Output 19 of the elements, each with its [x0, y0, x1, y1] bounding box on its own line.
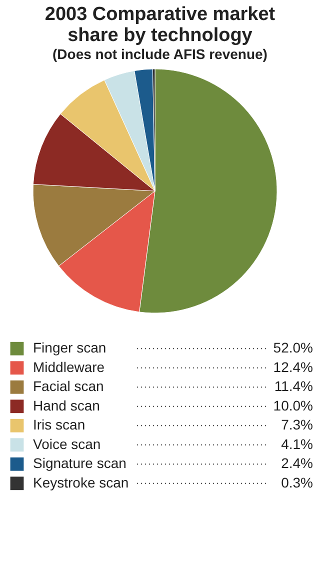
- text: share by technology: [68, 25, 252, 46]
- data-label: 52.0%: [273, 340, 313, 356]
- legend-label: Keystroke scan: [33, 474, 129, 490]
- legend-label: Facial scan: [33, 378, 104, 394]
- legend-label: Hand scan: [33, 397, 100, 414]
- legend-label: Signature scan: [33, 455, 126, 472]
- data-label: 10.0%: [273, 397, 313, 414]
- data-label: 2.4%: [281, 455, 313, 472]
- legend-label: Middleware: [33, 358, 105, 375]
- legend-label: Voice scan: [33, 436, 101, 452]
- data-label: 7.3%: [281, 416, 313, 433]
- data-label: 12.4%: [273, 358, 313, 375]
- text: 2003 Comparative market: [44, 4, 276, 25]
- data-label: 11.4%: [274, 378, 313, 394]
- legend-label: Finger scan: [33, 340, 106, 356]
- legend-label: Iris scan: [33, 416, 86, 433]
- data-label: 4.1%: [281, 436, 313, 452]
- chart-subtitle: (Does not include AFIS revenue): [52, 46, 268, 62]
- data-label: 0.3%: [281, 474, 313, 490]
